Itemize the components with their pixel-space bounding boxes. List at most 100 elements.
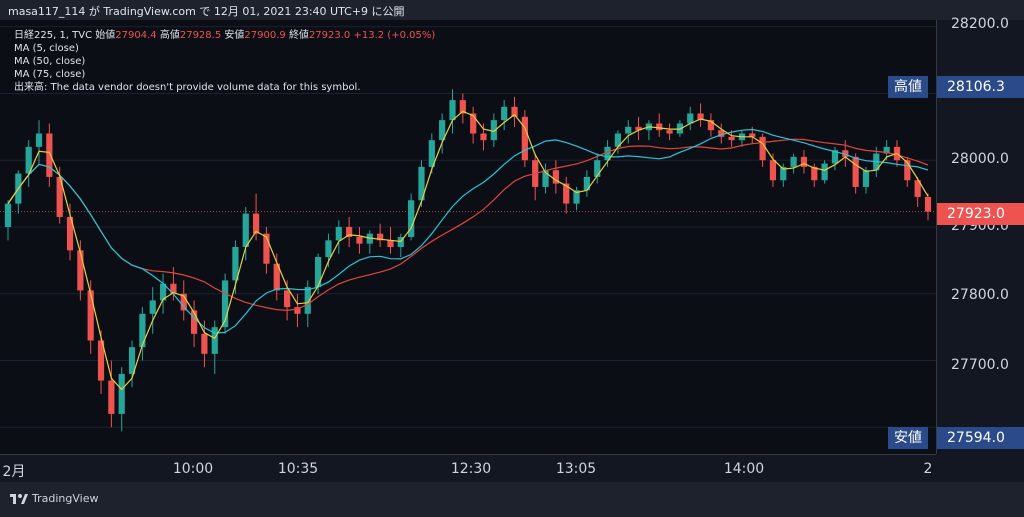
candle-body	[914, 180, 921, 197]
candle-body	[862, 170, 870, 187]
candle-body	[697, 113, 704, 121]
candle-body	[842, 150, 849, 157]
candle-body	[594, 160, 601, 177]
last-price-value: 27923.0	[947, 206, 1005, 222]
ma50-legend[interactable]: MA (50, close)	[14, 56, 86, 67]
legend-high-label: 高値	[159, 30, 180, 41]
candle-body	[573, 190, 580, 204]
candle-body	[749, 133, 756, 137]
legend-low-label: 安値	[224, 30, 245, 41]
last-price-tag: 27923.0	[937, 203, 1024, 225]
symbol-legend-prefix: 日経225, 1, TVC	[14, 30, 93, 41]
candlestick-chart[interactable]	[0, 20, 936, 454]
publish-header: masa117_114 が TradingView.com で 12月 01, …	[0, 0, 1024, 20]
candle-body	[501, 106, 508, 121]
high-price-value: 28106.3	[947, 79, 1005, 95]
low-price-tag: 27594.0	[937, 427, 1024, 449]
candle-body	[356, 237, 363, 244]
candle-body	[821, 163, 828, 181]
candle-body	[263, 233, 270, 264]
candle-body	[66, 216, 74, 251]
candle-body	[325, 240, 332, 258]
candle-body	[614, 133, 621, 147]
candle-body	[418, 166, 425, 201]
candle-body	[335, 226, 342, 241]
tradingview-logo[interactable]: TradingView	[10, 492, 98, 505]
candle-body	[242, 213, 249, 248]
time-label-1035: 10:35	[277, 461, 319, 477]
candle-body	[56, 176, 63, 217]
candle-body	[470, 113, 477, 134]
legend-change: +13.2 (+0.05%)	[353, 30, 436, 41]
candle-body	[346, 226, 353, 237]
time-label-1305: 13:05	[555, 461, 597, 477]
time-scale[interactable]: 2月 10:00 10:35 12:30 13:05 14:00 2	[0, 454, 936, 483]
price-scale[interactable]: 28200.0 28000.0 27900.0 27800.0 27700.0 …	[936, 16, 1024, 454]
time-label-month: 2月	[2, 464, 26, 480]
candle-body	[408, 200, 415, 237]
price-label-28000: 28000.0	[951, 151, 1009, 167]
high-price-tag: 28106.3	[937, 76, 1024, 98]
candle-body	[542, 170, 549, 187]
legend-high-value: 27928.5	[179, 30, 222, 41]
candle-body	[490, 120, 497, 141]
candle-body	[128, 347, 136, 374]
candle-body	[211, 327, 218, 354]
legend-close-value: 27923.0	[308, 30, 351, 41]
time-label-1000: 10:00	[172, 461, 214, 477]
candle-body	[687, 113, 694, 124]
ma5-line	[7, 110, 929, 391]
candle-body	[439, 120, 446, 141]
candle-body	[284, 290, 291, 308]
candle-body	[97, 340, 105, 381]
ma50-line	[7, 128, 929, 334]
candle-body	[170, 283, 177, 294]
candle-body	[387, 240, 394, 248]
ma5-legend[interactable]: MA (5, close)	[14, 43, 79, 54]
chart-pane[interactable]: 日経225, 1, TVC 始値27904.4 高値27928.5 安値2790…	[0, 20, 936, 454]
candle-body	[759, 136, 766, 161]
tradingview-icon	[10, 493, 28, 504]
candle-body	[180, 293, 187, 311]
candle-body	[790, 156, 797, 167]
candle-body	[459, 100, 466, 114]
high-price-name: 高値	[888, 76, 928, 98]
candle-body	[552, 170, 559, 184]
candle-body	[315, 257, 322, 288]
low-price-value: 27594.0	[947, 430, 1005, 446]
legend-close-label: 終値	[288, 30, 309, 41]
symbol-legend-line: 日経225, 1, TVC 始値27904.4 高値27928.5 安値2790…	[14, 29, 435, 42]
candle-body	[521, 116, 528, 161]
candle-body	[604, 146, 611, 161]
candle-body	[769, 160, 777, 181]
candle-body	[625, 126, 632, 134]
candle-body	[800, 156, 808, 167]
candle-body	[35, 133, 43, 147]
candle-body	[201, 333, 208, 354]
candle-body	[831, 150, 839, 164]
volume-note: 出来高: The data vendor doesn't provide vol…	[14, 82, 361, 93]
candle-body	[811, 166, 818, 181]
candle-body	[4, 203, 12, 227]
candle-body	[304, 287, 311, 314]
candle-body	[221, 280, 229, 328]
candle-body	[707, 120, 715, 131]
footer-bar: TradingView	[0, 482, 1024, 517]
candle-body	[77, 250, 84, 291]
ma75-legend[interactable]: MA (75, close)	[14, 69, 86, 80]
candle-body	[428, 140, 435, 167]
legend-low-value: 27900.9	[244, 30, 286, 41]
candle-body	[480, 133, 487, 141]
ma75-line	[7, 138, 929, 312]
price-label-27800: 27800.0	[951, 287, 1009, 303]
candle-body	[511, 106, 518, 117]
time-label-1400: 14:00	[723, 461, 765, 477]
candle-body	[728, 136, 735, 141]
candle-body	[118, 373, 125, 414]
candle-body	[139, 313, 146, 348]
price-label-28200: 28200.0	[951, 16, 1009, 32]
candle-body	[232, 247, 239, 281]
candle-body	[377, 233, 384, 241]
candle-body	[656, 123, 663, 131]
candle-body	[190, 310, 198, 334]
